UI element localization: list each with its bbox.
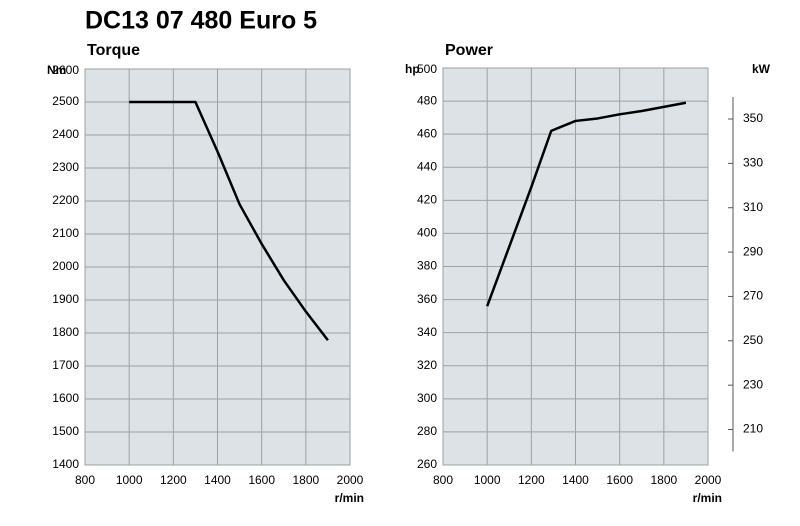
- x-axis-label: r/min: [693, 491, 722, 505]
- y-tick-label: 260: [417, 457, 437, 471]
- x-tick-label: 1400: [562, 473, 589, 487]
- x-tick-label: 1200: [160, 473, 187, 487]
- y-axis-label: hp: [405, 62, 420, 76]
- y2-tick-label: 350: [743, 111, 763, 125]
- y-tick-label: 460: [417, 126, 437, 140]
- y-tick-label: 2300: [52, 160, 79, 174]
- x-tick-label: 1000: [116, 473, 143, 487]
- y-tick-label: 1400: [52, 457, 79, 471]
- x-tick-label: 800: [75, 473, 95, 487]
- y-tick-label: 440: [417, 159, 437, 173]
- x-tick-label: 1600: [606, 473, 633, 487]
- y-tick-label: 1700: [52, 358, 79, 372]
- y2-tick-label: 330: [743, 156, 763, 170]
- y-tick-label: 320: [417, 358, 437, 372]
- x-tick-label: 1200: [518, 473, 545, 487]
- y-tick-label: 500: [417, 62, 437, 76]
- x-axis-label: r/min: [335, 491, 364, 505]
- y-tick-label: 2600: [52, 63, 79, 77]
- y-tick-label: 2400: [52, 127, 79, 141]
- x-tick-label: 2000: [337, 473, 364, 487]
- y-tick-label: 360: [417, 292, 437, 306]
- y-tick-label: 400: [417, 226, 437, 240]
- x-tick-label: 1000: [474, 473, 501, 487]
- y2-tick-label: 250: [743, 333, 763, 347]
- y-tick-label: 1600: [52, 391, 79, 405]
- y-tick-label: 1900: [52, 292, 79, 306]
- y-tick-label: 2200: [52, 193, 79, 207]
- y-tick-label: 340: [417, 325, 437, 339]
- y-tick-label: 1500: [52, 424, 79, 438]
- y-tick-label: 2500: [52, 94, 79, 108]
- y-tick-label: 380: [417, 259, 437, 273]
- x-tick-label: 1800: [650, 473, 677, 487]
- x-tick-label: 2000: [695, 473, 722, 487]
- x-tick-label: 1400: [204, 473, 231, 487]
- page-title: DC13 07 480 Euro 5: [85, 7, 317, 35]
- y-tick-label: 1800: [52, 325, 79, 339]
- line: [129, 100, 329, 342]
- y2-tick-label: 310: [743, 200, 763, 214]
- y-tick-label: 2100: [52, 226, 79, 240]
- y-tick-label: 300: [417, 391, 437, 405]
- x-tick-label: 1600: [248, 473, 275, 487]
- y2-axis-label: kW: [752, 62, 771, 76]
- x-tick-label: 800: [433, 473, 453, 487]
- y-tick-label: 280: [417, 424, 437, 438]
- y-tick-label: 2000: [52, 259, 79, 273]
- y-tick-label: 480: [417, 93, 437, 107]
- y2-tick-label: 270: [743, 289, 763, 303]
- line: [485, 101, 687, 307]
- chart-title: Power: [445, 42, 493, 59]
- x-tick-label: 1800: [292, 473, 319, 487]
- y2-tick-label: 210: [743, 422, 763, 436]
- y2-tick-label: 230: [743, 377, 763, 391]
- y-axis-label: Nm: [47, 63, 66, 77]
- y-tick-label: 420: [417, 193, 437, 207]
- y2-tick-label: 290: [743, 244, 763, 258]
- chart-title: Torque: [87, 42, 140, 59]
